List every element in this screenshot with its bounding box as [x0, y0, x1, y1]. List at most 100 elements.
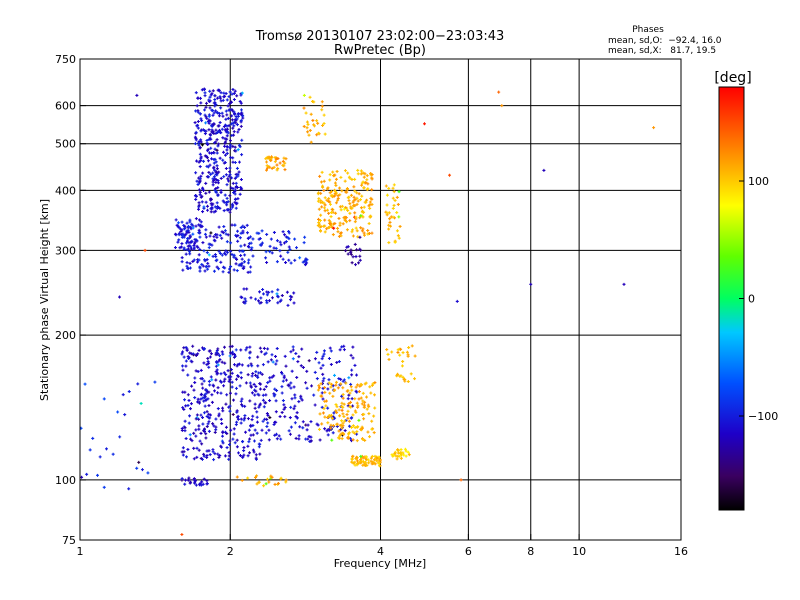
data-point [179, 245, 183, 249]
data-point [228, 173, 232, 177]
data-point [339, 234, 343, 238]
x-tick-label: 4 [377, 545, 384, 558]
data-point [372, 431, 376, 435]
data-point [392, 183, 396, 187]
data-point [212, 178, 216, 182]
data-point [272, 374, 276, 378]
data-point [326, 406, 330, 410]
data-point [358, 235, 362, 239]
data-point [176, 225, 180, 229]
data-point [367, 231, 371, 235]
data-point [188, 266, 192, 270]
data-point [398, 353, 402, 357]
data-point [258, 442, 262, 446]
data-point [319, 382, 323, 386]
data-point [309, 112, 313, 116]
data-point [406, 353, 410, 357]
data-point [373, 406, 377, 410]
data-point [207, 404, 211, 408]
data-point [201, 241, 205, 245]
data-point [349, 385, 353, 389]
data-point [306, 122, 310, 126]
data-point [313, 370, 317, 374]
data-point [240, 478, 244, 482]
data-point [302, 241, 306, 245]
data-point [276, 481, 280, 485]
data-point [203, 154, 207, 158]
data-point [320, 357, 324, 361]
data-point [370, 231, 374, 235]
data-point [293, 421, 297, 425]
data-point [399, 448, 403, 452]
data-point [347, 195, 351, 199]
data-point [323, 203, 327, 207]
data-point [187, 398, 191, 402]
data-point [228, 90, 232, 94]
data-point [372, 414, 376, 418]
data-point [209, 172, 213, 176]
data-point [323, 390, 327, 394]
data-point [208, 106, 212, 110]
data-point [212, 161, 216, 165]
data-point [330, 438, 334, 442]
data-point [209, 231, 213, 235]
data-point [216, 407, 220, 411]
data-point [215, 351, 219, 355]
data-point [266, 165, 270, 169]
data-point [244, 430, 248, 434]
data-point [230, 92, 234, 96]
data-point [293, 396, 297, 400]
data-point [215, 148, 219, 152]
data-point [322, 201, 326, 205]
data-point [225, 98, 229, 102]
data-point [308, 95, 312, 99]
data-point [214, 187, 218, 191]
data-point [316, 199, 320, 203]
data-point [153, 380, 157, 384]
data-point [321, 372, 325, 376]
data-point [199, 413, 203, 417]
data-point [231, 144, 235, 148]
data-point [269, 159, 273, 163]
data-point [204, 388, 208, 392]
data-point [242, 300, 246, 304]
data-point [622, 282, 626, 286]
data-point [202, 159, 206, 163]
data-point [184, 437, 188, 441]
data-point [328, 178, 332, 182]
data-point [346, 171, 350, 175]
data-point [239, 231, 243, 235]
data-point [336, 436, 340, 440]
data-point [218, 233, 222, 237]
data-point [396, 350, 400, 354]
data-point [345, 228, 349, 232]
data-point [325, 429, 329, 433]
data-point [255, 420, 259, 424]
data-point [203, 427, 207, 431]
data-point [338, 348, 342, 352]
data-point [275, 389, 279, 393]
data-point [303, 235, 307, 239]
data-point [255, 415, 259, 419]
data-point [341, 379, 345, 383]
data-point [326, 387, 330, 391]
data-point [342, 344, 346, 348]
data-point [183, 429, 187, 433]
data-point [204, 101, 208, 105]
data-point [249, 384, 253, 388]
data-point [228, 354, 232, 358]
data-point [317, 197, 321, 201]
data-point [195, 124, 199, 128]
data-point [288, 298, 292, 302]
data-point [187, 224, 191, 228]
data-point [307, 133, 311, 137]
data-point [200, 200, 204, 204]
data-point [245, 346, 249, 350]
data-point [366, 187, 370, 191]
data-point [230, 371, 234, 375]
data-point [200, 346, 204, 350]
data-point [204, 432, 208, 436]
data-point [303, 259, 307, 263]
data-point [260, 428, 264, 432]
data-point [195, 104, 199, 108]
